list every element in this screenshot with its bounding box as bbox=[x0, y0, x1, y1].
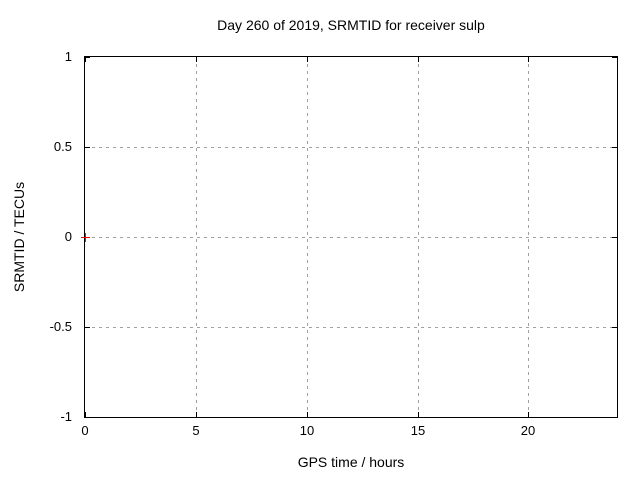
y-gridline bbox=[85, 327, 617, 328]
chart-title: Day 260 of 2019, SRMTID for receiver sul… bbox=[217, 17, 485, 33]
y-tick-mark-left bbox=[85, 417, 90, 418]
x-tick-label: 5 bbox=[192, 423, 200, 438]
y-tick-mark-right bbox=[612, 57, 617, 58]
y-tick-label: 1 bbox=[64, 49, 72, 64]
x-axis-label: GPS time / hours bbox=[297, 454, 405, 470]
y-tick-label: 0.5 bbox=[53, 139, 72, 154]
y-tick-label: -1 bbox=[60, 409, 72, 424]
x-tick-label: 10 bbox=[299, 423, 315, 438]
x-tick-mark-bottom bbox=[85, 412, 86, 417]
y-tick-mark-left bbox=[85, 147, 90, 148]
y-gridline bbox=[85, 147, 617, 148]
y-tick-mark-right bbox=[612, 327, 617, 328]
marker-bar-v bbox=[85, 233, 86, 242]
x-tick-label: 20 bbox=[520, 423, 536, 438]
x-tick-mark-top bbox=[307, 57, 308, 62]
y-tick-label: -0.5 bbox=[49, 319, 72, 334]
x-tick-mark-top bbox=[85, 57, 86, 62]
y-tick-label: 0 bbox=[64, 229, 72, 244]
x-tick-label: 0 bbox=[81, 423, 89, 438]
x-tick-mark-top bbox=[196, 57, 197, 62]
y-tick-mark-right bbox=[612, 147, 617, 148]
y-gridline bbox=[85, 237, 617, 238]
x-tick-mark-bottom bbox=[307, 412, 308, 417]
x-tick-mark-top bbox=[528, 57, 529, 62]
y-tick-mark-right bbox=[612, 417, 617, 418]
y-tick-mark-right bbox=[612, 237, 617, 238]
data-point-marker bbox=[81, 233, 90, 242]
plot-area bbox=[84, 56, 618, 418]
x-tick-mark-bottom bbox=[196, 412, 197, 417]
x-tick-mark-bottom bbox=[528, 412, 529, 417]
x-tick-mark-bottom bbox=[418, 412, 419, 417]
x-tick-label: 15 bbox=[410, 423, 426, 438]
y-tick-mark-left bbox=[85, 327, 90, 328]
x-tick-mark-top bbox=[418, 57, 419, 62]
y-tick-mark-left bbox=[85, 57, 90, 58]
